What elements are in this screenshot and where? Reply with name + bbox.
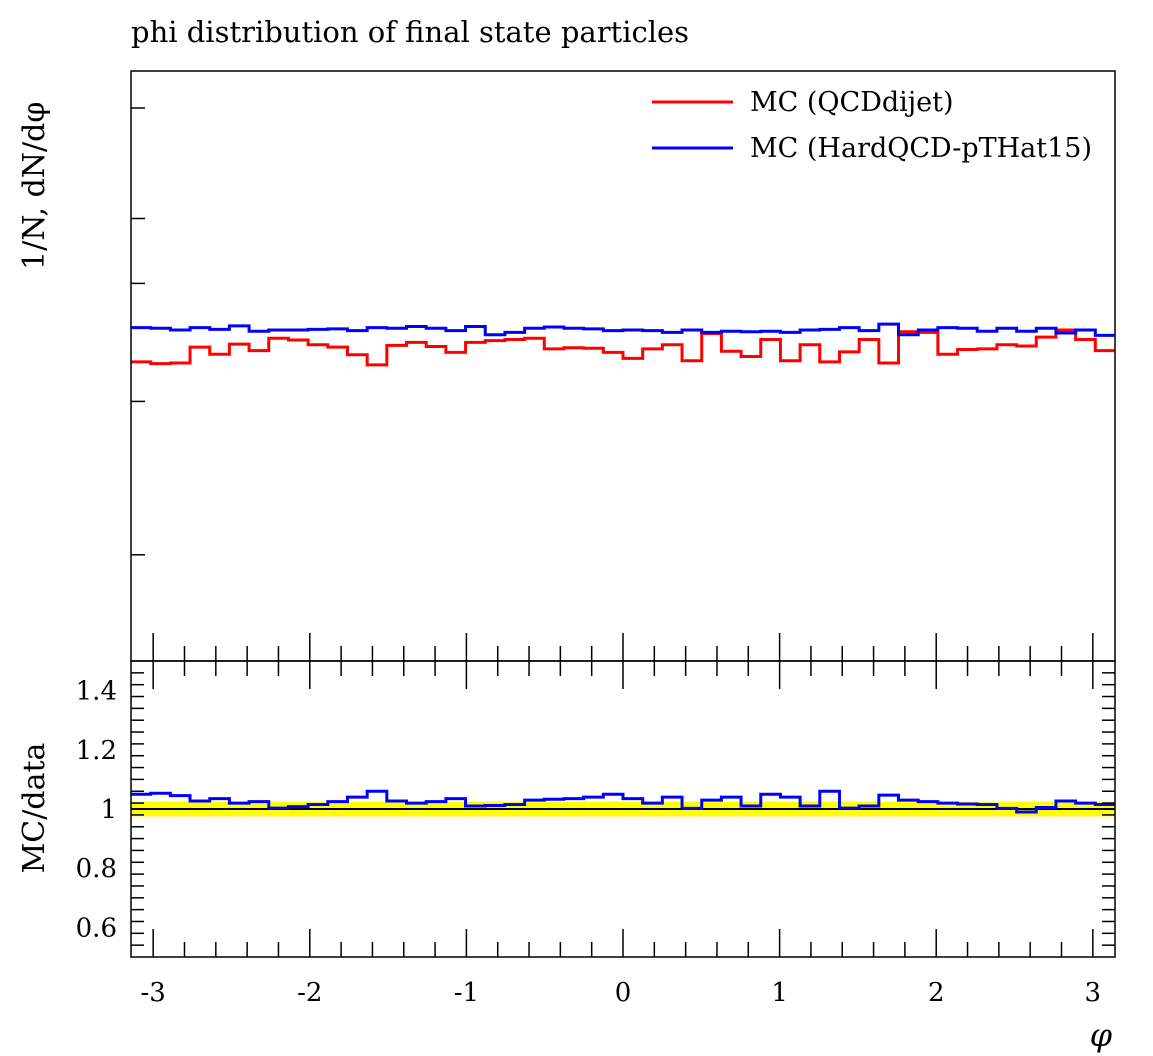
x-axis-label: φ (1090, 1016, 1113, 1054)
legend: MC (QCDdijet) MC (HardQCD-pTHat15) (652, 87, 1092, 164)
ratio-panel: -3 -2 -1 0 1 2 3 0.6 0.8 1 1.2 1.4 MC/data φ (17, 660, 1116, 1054)
main-y-axis-label: 1/N, dN/dφ (17, 102, 52, 270)
chart-title: phi distribution of final state particle… (131, 15, 689, 49)
legend-label-qcddijet: MC (QCDdijet) (750, 87, 954, 118)
ratio-y-axis-label: MC/data (17, 742, 52, 873)
ratio-frame (130, 660, 1116, 958)
x-tick-label: -2 (297, 978, 322, 1008)
x-tick-label: 0 (615, 978, 632, 1008)
ratio-ticks: -3 -2 -1 0 1 2 3 0.6 0.8 1 1.2 1.4 (76, 661, 1115, 1008)
y-tick-label: 1.2 (76, 736, 117, 766)
legend-label-hardqcd: MC (HardQCD-pTHat15) (750, 133, 1092, 164)
main-series-line-1 (131, 322, 1115, 337)
x-tick-label: 3 (1085, 978, 1102, 1008)
x-tick-label: 2 (928, 978, 945, 1008)
x-tick-label: -3 (141, 978, 166, 1008)
y-tick-label: 0.6 (76, 913, 117, 943)
ratio-series-layer (131, 789, 1115, 817)
main-series-layer (131, 322, 1115, 367)
main-series-line-0 (131, 328, 1115, 367)
y-tick-label: 0.8 (76, 854, 117, 884)
y-tick-label: 1.4 (76, 677, 117, 707)
y-tick-label: 1 (100, 795, 117, 825)
ratio-series-line-0 (131, 789, 1115, 814)
x-tick-label: 1 (771, 978, 788, 1008)
main-ticks (131, 107, 1094, 661)
x-tick-label: -1 (454, 978, 479, 1008)
